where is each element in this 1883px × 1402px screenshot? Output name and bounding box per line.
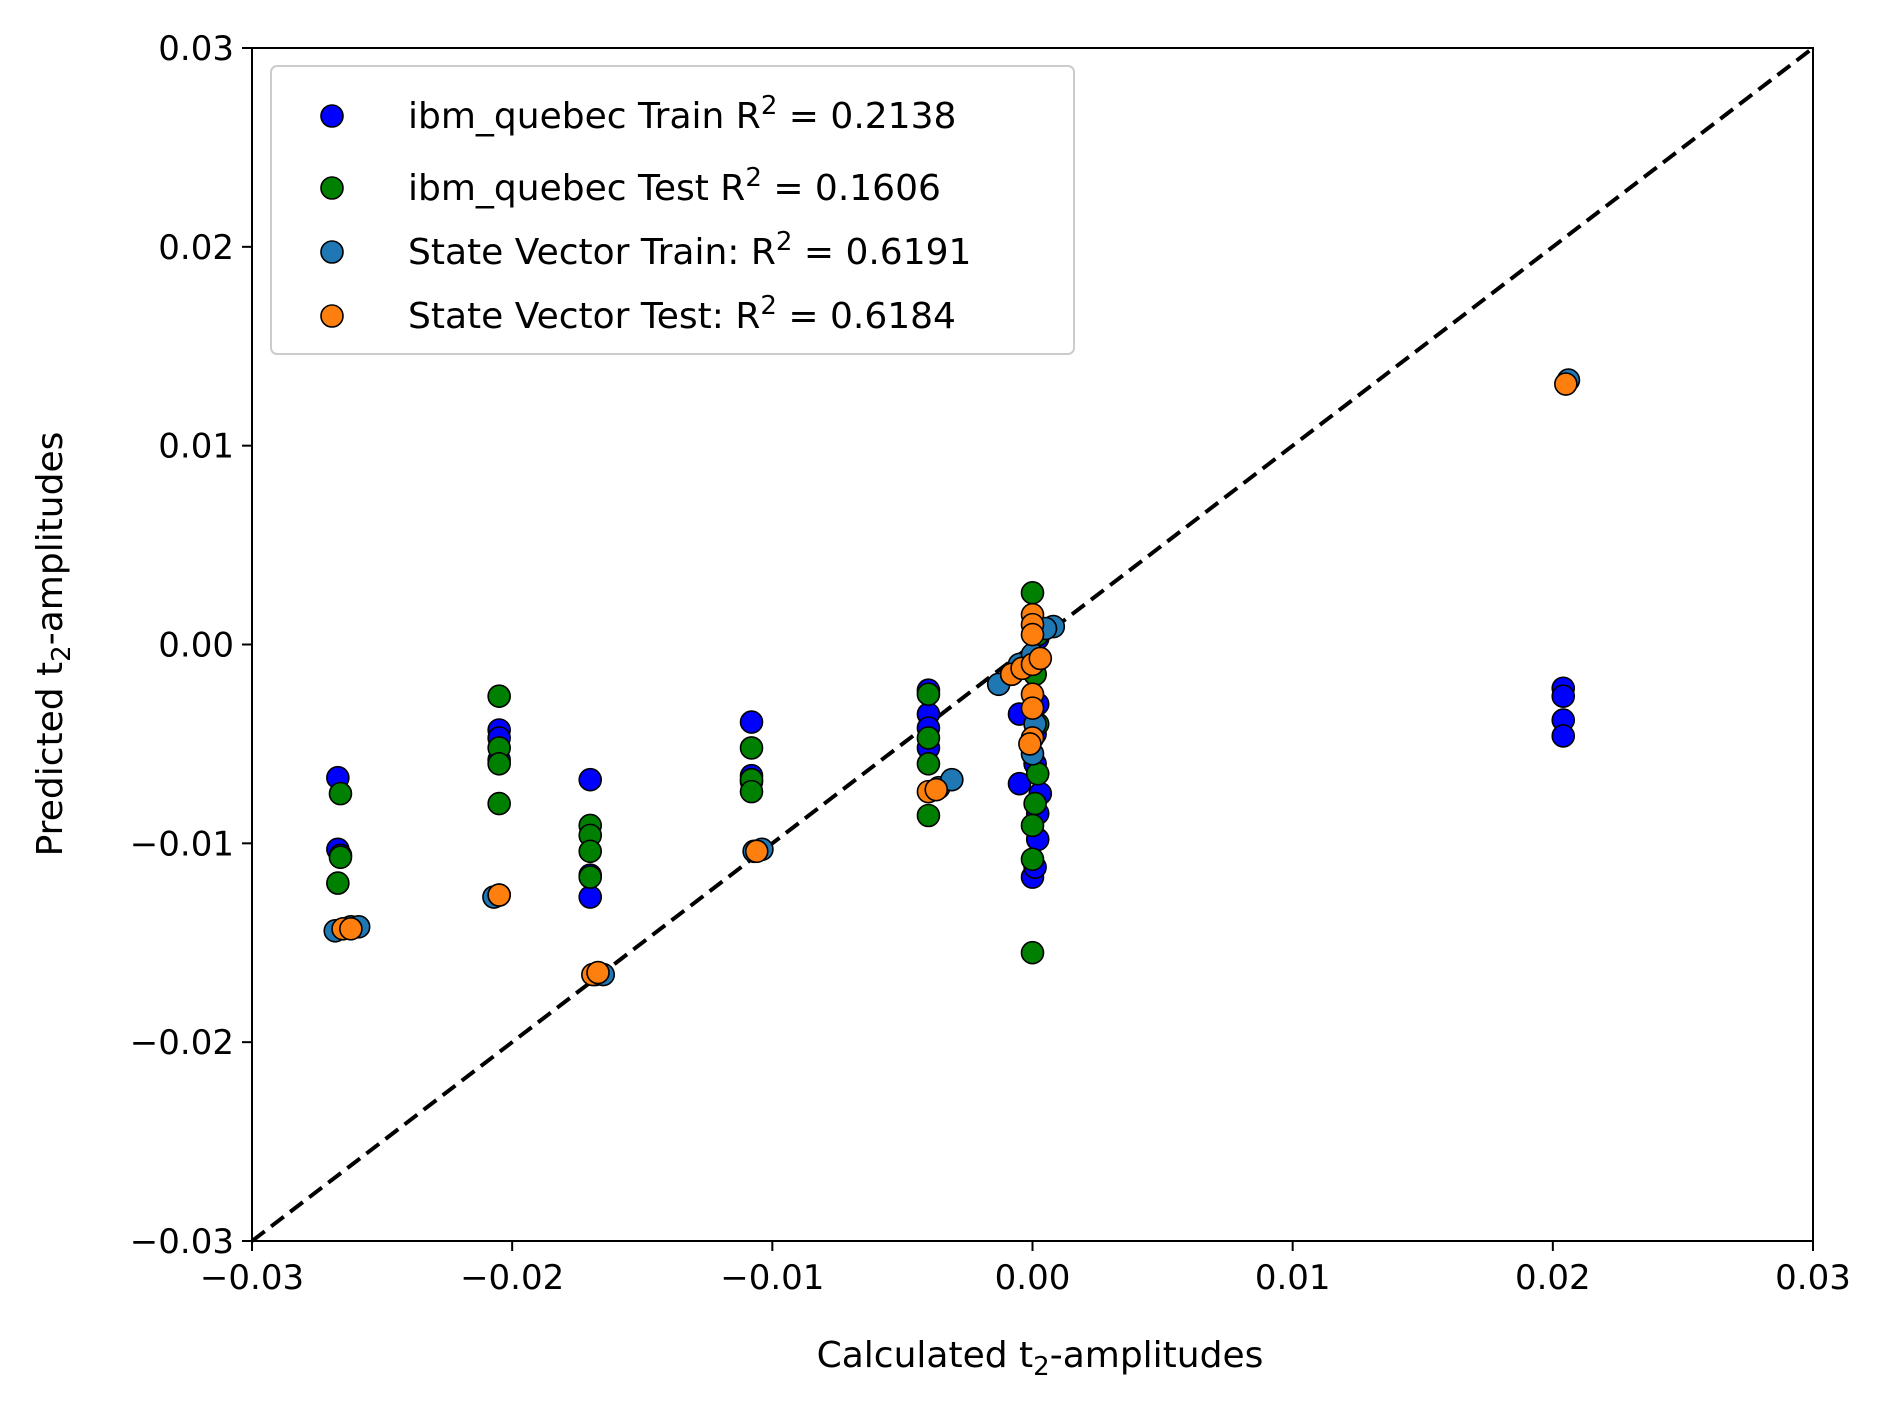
x-tick-label: −0.01: [720, 1258, 824, 1298]
x-tick-label: 0.01: [1255, 1258, 1331, 1298]
legend-label: ibm_quebec Test R2 = 0.1606: [408, 163, 941, 209]
y-tick-label: −0.01: [130, 824, 234, 864]
data-point: [1018, 732, 1042, 756]
data-point: [1007, 771, 1032, 796]
data-point: [1551, 724, 1576, 748]
y-tick-label: 0.03: [158, 29, 234, 69]
data-point: [916, 803, 941, 828]
data-point: [328, 845, 353, 870]
legend-label: ibm_quebec Train R2 = 0.2138: [408, 91, 956, 137]
y-tick-label: −0.02: [130, 1023, 234, 1063]
data-point: [1020, 622, 1045, 647]
data-point: [1020, 581, 1045, 605]
data-point: [487, 751, 511, 776]
data-point: [1025, 761, 1050, 786]
data-point: [326, 871, 350, 895]
data-point: [578, 767, 603, 792]
series-0: [326, 626, 1576, 909]
legend-marker: [320, 240, 344, 264]
series-1: [326, 581, 1050, 965]
data-point: [916, 751, 941, 776]
data-point: [487, 791, 511, 816]
axis-ticks: [242, 47, 1814, 1251]
data-points: [323, 368, 1581, 987]
data-point: [1023, 791, 1047, 816]
legend-label: State Vector Test: R2 = 0.6184: [408, 291, 956, 337]
y-tick-label: 0.00: [158, 626, 234, 666]
plot-frame: [251, 47, 1814, 1242]
x-tick-label: −0.03: [200, 1258, 304, 1298]
y-tick-labels: −0.03 −0.02 −0.01 0.00 0.01 0.02 0.03: [130, 29, 234, 1262]
x-tick-labels: −0.03 −0.02 −0.01 0.00 0.01 0.02 0.03: [200, 1258, 1851, 1298]
y-tick-label: −0.03: [130, 1222, 234, 1262]
data-point: [744, 839, 769, 864]
reference-line-y-equals-x: [250, 46, 1815, 1243]
data-point: [916, 726, 941, 750]
x-tick-label: −0.02: [460, 1258, 564, 1298]
series-2: [323, 368, 1581, 987]
legend-box: [270, 65, 1075, 355]
data-point: [578, 839, 603, 864]
data-point: [339, 917, 363, 941]
data-point: [916, 682, 941, 707]
data-point: [586, 960, 610, 985]
legend-marker: [320, 176, 344, 200]
data-point: [1020, 696, 1045, 720]
data-point: [1020, 813, 1045, 838]
data-point: [1554, 372, 1578, 396]
data-point: [739, 736, 764, 760]
reference-line-group: [250, 46, 1815, 1243]
data-point: [1028, 646, 1053, 671]
x-tick-label: 0.02: [1515, 1258, 1591, 1298]
y-axis-label: Predicted t2-amplitudes: [30, 432, 77, 857]
legend-marker: [320, 104, 344, 128]
data-point: [1020, 847, 1045, 872]
legend: ibm_quebec Train R2 = 0.2138 ibm_quebec T…: [270, 65, 1075, 355]
data-point: [1551, 684, 1576, 708]
data-point: [487, 684, 511, 708]
x-tick-label: 0.00: [995, 1258, 1071, 1298]
x-tick-label: 0.03: [1775, 1258, 1851, 1298]
data-point: [578, 865, 603, 889]
y-tick-label: 0.01: [158, 427, 234, 467]
data-point: [328, 781, 353, 806]
data-point: [1020, 940, 1045, 965]
legend-marker: [320, 304, 344, 328]
x-axis-label: Calculated t2-amplitudes: [817, 1335, 1264, 1382]
data-point: [739, 779, 764, 804]
y-tick-label: 0.02: [158, 228, 234, 268]
data-point: [924, 777, 949, 802]
data-point: [578, 885, 603, 909]
data-point: [487, 883, 511, 907]
series-3: [331, 372, 1578, 987]
data-point: [739, 710, 764, 734]
legend-label: State Vector Train: R2 = 0.6191: [408, 227, 971, 273]
